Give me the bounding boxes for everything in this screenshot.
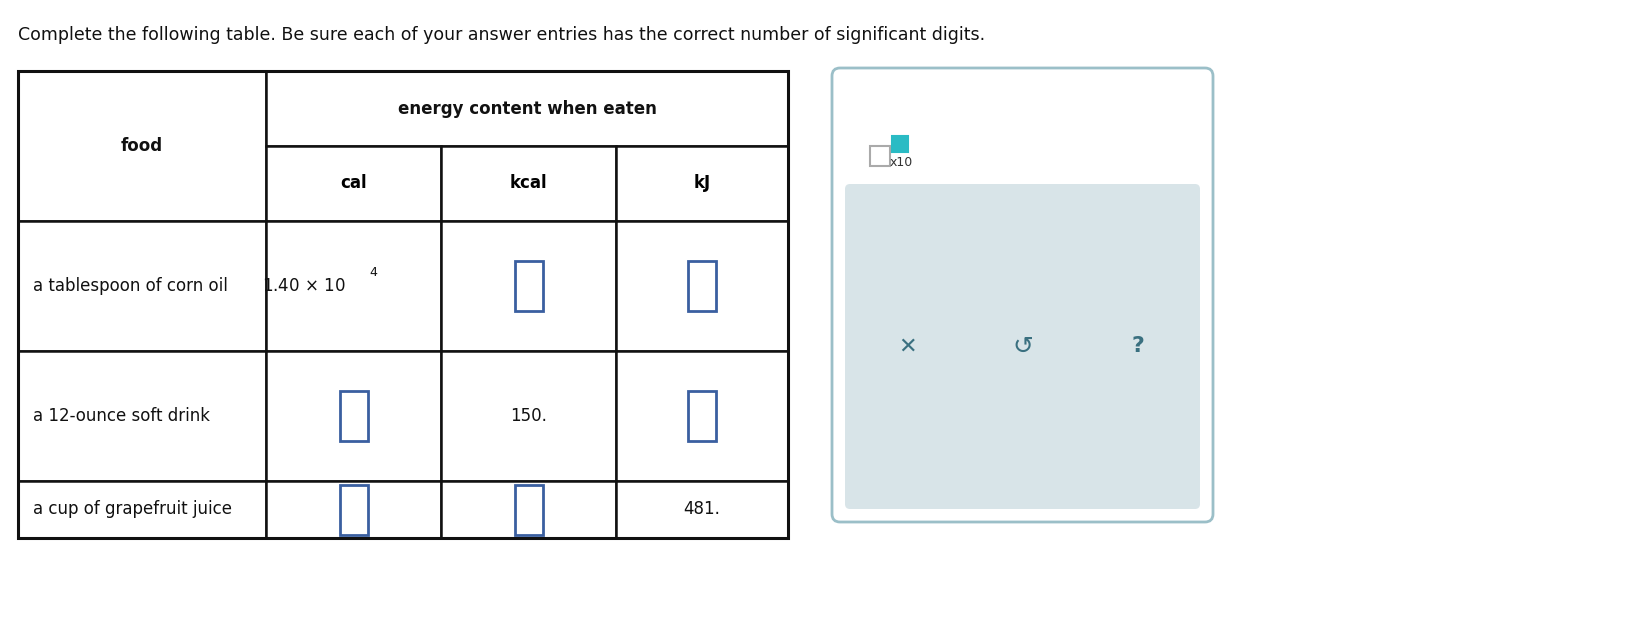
Text: a cup of grapefruit juice: a cup of grapefruit juice (33, 501, 233, 518)
Text: cal: cal (340, 175, 366, 193)
Bar (265, 481, 441, 538)
Bar (18, 71, 265, 221)
Text: ?: ? (1131, 337, 1144, 356)
Bar (265, 221, 441, 351)
Text: 481.: 481. (684, 501, 721, 518)
Text: kcal: kcal (510, 175, 547, 193)
Text: kJ: kJ (694, 175, 710, 193)
FancyBboxPatch shape (832, 68, 1213, 522)
Bar (689, 391, 716, 441)
Text: 150.: 150. (510, 407, 547, 425)
Bar (18, 351, 265, 481)
Bar (689, 261, 716, 311)
Bar (441, 481, 615, 538)
Text: food: food (120, 137, 163, 155)
Bar (18, 481, 265, 538)
Text: x10: x10 (891, 155, 913, 168)
Bar (615, 481, 788, 538)
Text: 4: 4 (370, 265, 378, 279)
Text: ✕: ✕ (899, 337, 917, 356)
Bar (441, 146, 615, 221)
Bar (265, 71, 788, 146)
Bar (340, 485, 368, 535)
Bar (18, 221, 265, 351)
Text: a 12-ounce soft drink: a 12-ounce soft drink (33, 407, 210, 425)
Bar (340, 391, 368, 441)
Text: Complete the following table. Be sure each of your answer entries has the correc: Complete the following table. Be sure ea… (18, 26, 985, 44)
Text: ↺: ↺ (1013, 334, 1034, 359)
Bar (441, 221, 615, 351)
Bar (892, 136, 908, 152)
Bar (615, 146, 788, 221)
Text: 1.40 $\times$ 10: 1.40 $\times$ 10 (262, 277, 345, 295)
FancyBboxPatch shape (845, 184, 1200, 509)
Bar (265, 146, 441, 221)
Text: energy content when eaten: energy content when eaten (397, 100, 656, 118)
Bar (265, 351, 441, 481)
Text: a tablespoon of corn oil: a tablespoon of corn oil (33, 277, 228, 295)
Bar (615, 351, 788, 481)
Bar (514, 261, 542, 311)
Bar (18, 71, 788, 538)
Bar (869, 146, 891, 166)
Bar (615, 221, 788, 351)
Bar (441, 351, 615, 481)
Bar (514, 485, 542, 535)
